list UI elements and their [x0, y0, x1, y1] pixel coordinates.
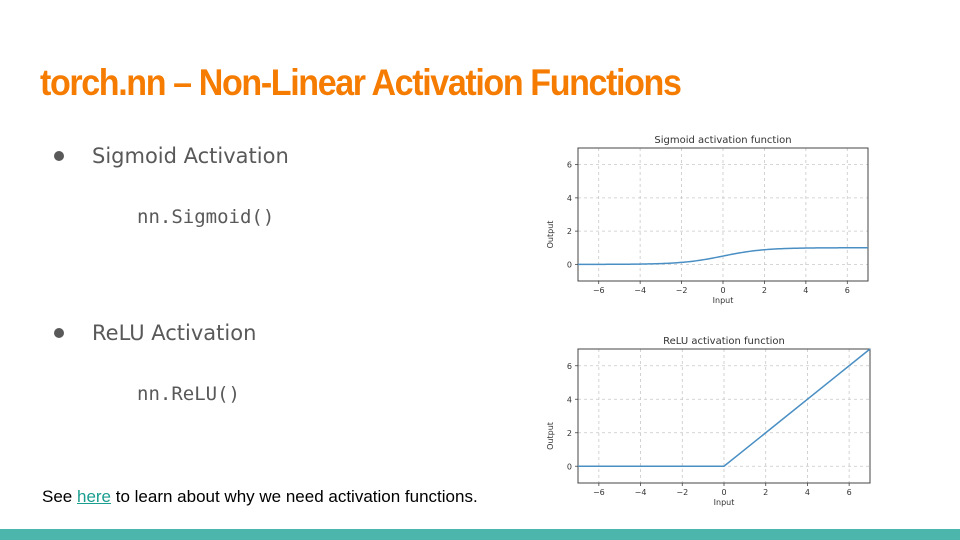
x-tick-label: −4 — [635, 488, 647, 497]
bullet-label: ReLU Activation — [92, 321, 257, 345]
y-axis-label: Output — [546, 221, 555, 249]
x-tick-label: 0 — [720, 286, 725, 295]
bullet-dot-icon — [54, 328, 64, 338]
x-axis-label: Input — [714, 498, 735, 507]
y-tick-label: 6 — [567, 362, 572, 371]
y-tick-label: 2 — [567, 227, 572, 236]
bullet-relu: ReLU Activation — [52, 321, 256, 345]
y-tick-label: 0 — [567, 260, 572, 269]
x-tick-label: 6 — [847, 488, 852, 497]
chart-title: ReLU activation function — [663, 336, 785, 347]
x-tick-label: 4 — [805, 488, 810, 497]
y-tick-label: 4 — [567, 194, 572, 203]
y-axis-label: Output — [546, 422, 555, 450]
x-tick-label: −4 — [634, 286, 646, 295]
y-tick-label: 2 — [567, 429, 572, 438]
bullet-label: Sigmoid Activation — [92, 144, 289, 168]
relu-line — [578, 348, 871, 467]
here-link[interactable]: here — [76, 487, 112, 506]
y-tick-label: 4 — [567, 395, 572, 404]
x-axis-label: Input — [713, 296, 734, 305]
x-tick-label: 0 — [721, 488, 726, 497]
footnote-text-before: See — [42, 487, 77, 506]
x-tick-label: −6 — [593, 488, 605, 497]
bottom-accent-bar — [0, 529, 960, 540]
x-tick-label: 2 — [763, 488, 768, 497]
sigmoid-line — [578, 247, 868, 266]
footnote: See here to learn about why we need acti… — [42, 487, 478, 507]
bullet-dot-icon — [54, 151, 64, 161]
sigmoid-chart: Sigmoid activation function −6 −4 −2 0 2 4 6 0 2 4… — [546, 135, 869, 305]
bullet-sigmoid: Sigmoid Activation — [52, 144, 289, 168]
footnote-text-after: to learn about why we need activation fu… — [111, 487, 478, 506]
chart-title: Sigmoid activation function — [654, 135, 791, 146]
x-tick-label: 6 — [845, 286, 850, 295]
x-tick-label: −2 — [676, 488, 688, 497]
x-tick-label: −2 — [676, 286, 688, 295]
y-tick-label: 6 — [567, 161, 572, 170]
code-relu: nn.ReLU() — [137, 383, 240, 405]
x-tick-label: 4 — [803, 286, 808, 295]
relu-chart: ReLU activation function −6 −4 −2 0 2 4 6 0 2 4 6 In… — [546, 336, 871, 507]
x-tick-label: 2 — [762, 286, 767, 295]
slide-title: torch.nn – Non-Linear Activation Functio… — [40, 62, 682, 103]
x-tick-label: −6 — [593, 286, 605, 295]
code-sigmoid: nn.Sigmoid() — [137, 206, 275, 228]
y-tick-label: 0 — [567, 462, 572, 471]
